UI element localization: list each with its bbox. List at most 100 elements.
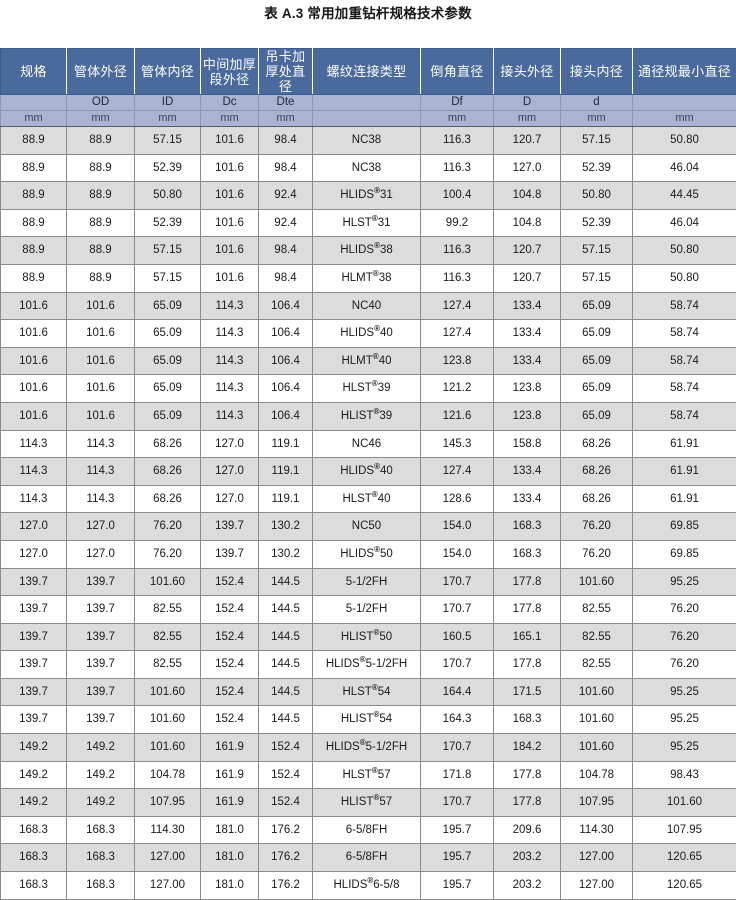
- table-cell: 76.20: [561, 513, 633, 541]
- table-cell: 127.0: [201, 430, 259, 458]
- table-cell: 127.0: [201, 458, 259, 486]
- table-cell: 65.09: [561, 375, 633, 403]
- table-cell: 101.6: [201, 182, 259, 210]
- table-cell: NC40: [313, 292, 421, 320]
- table-cell: 120.65: [633, 872, 736, 900]
- table-cell: 149.2: [1, 734, 67, 762]
- table-cell: 98.43: [633, 761, 736, 789]
- column-unit-9: mm: [633, 111, 736, 127]
- table-cell: 82.55: [561, 651, 633, 679]
- registered-trademark-icon: ®: [373, 711, 379, 720]
- table-cell: 139.7: [1, 596, 67, 624]
- table-cell: 161.9: [201, 734, 259, 762]
- table-cell: 133.4: [494, 485, 561, 513]
- registered-trademark-icon: ®: [374, 545, 380, 554]
- table-cell: 76.20: [633, 623, 736, 651]
- table-cell: 168.3: [1, 844, 67, 872]
- table-cell: 114.3: [67, 485, 135, 513]
- table-cell: 114.3: [1, 485, 67, 513]
- registered-trademark-icon: ®: [373, 352, 379, 361]
- table-cell: 152.4: [259, 789, 313, 817]
- registered-trademark-icon: ®: [373, 793, 379, 802]
- table-cell: 114.3: [201, 402, 259, 430]
- table-header: 规格管体外径管体内径中间加厚段外径吊卡加厚处直径螺纹连接类型倒角直径接头外径接头…: [1, 49, 736, 127]
- table-cell: 161.9: [201, 789, 259, 817]
- header-row-chinese: 规格管体外径管体内径中间加厚段外径吊卡加厚处直径螺纹连接类型倒角直径接头外径接头…: [1, 49, 736, 95]
- table-cell: 203.2: [494, 872, 561, 900]
- table-cell: 127.0: [67, 513, 135, 541]
- table-cell: 65.09: [135, 292, 201, 320]
- table-cell: 127.4: [421, 320, 494, 348]
- table-cell: 88.9: [1, 209, 67, 237]
- table-cell: 50.80: [633, 237, 736, 265]
- table-cell: 116.3: [421, 154, 494, 182]
- registered-trademark-icon: ®: [373, 407, 379, 416]
- table-cell: 101.6: [201, 154, 259, 182]
- table-cell: 127.0: [201, 485, 259, 513]
- column-symbol-4: Dte: [259, 95, 313, 111]
- column-symbol-1: OD: [67, 95, 135, 111]
- table-cell: 160.5: [421, 623, 494, 651]
- table-cell: HLIST®54: [313, 706, 421, 734]
- table-cell: 101.6: [1, 320, 67, 348]
- page-title: 表 A.3 常用加重钻杆规格技术参数: [0, 4, 736, 24]
- table-cell: 149.2: [1, 789, 67, 817]
- registered-trademark-icon: ®: [360, 655, 366, 664]
- column-symbol-7: D: [494, 95, 561, 111]
- table-cell: 50.80: [135, 182, 201, 210]
- table-cell: 149.2: [1, 761, 67, 789]
- table-cell: 101.60: [561, 734, 633, 762]
- table-cell: 65.09: [561, 347, 633, 375]
- table-cell: NC38: [313, 154, 421, 182]
- table-cell: 139.7: [1, 651, 67, 679]
- table-cell: 170.7: [421, 789, 494, 817]
- table-cell: 82.55: [135, 651, 201, 679]
- table-cell: 127.00: [561, 872, 633, 900]
- table-cell: 101.6: [1, 402, 67, 430]
- table-cell: HLST®31: [313, 209, 421, 237]
- table-cell: 57.15: [561, 264, 633, 292]
- column-symbol-8: d: [561, 95, 633, 111]
- table-cell: 92.4: [259, 182, 313, 210]
- table-cell: HLIST®39: [313, 402, 421, 430]
- table-cell: HLIDS®40: [313, 320, 421, 348]
- table-cell: 170.7: [421, 734, 494, 762]
- table-cell: 139.7: [1, 678, 67, 706]
- table-cell: HLST®57: [313, 761, 421, 789]
- table-cell: 177.8: [494, 761, 561, 789]
- table-cell: 101.6: [67, 320, 135, 348]
- registered-trademark-icon: ®: [374, 324, 380, 333]
- table-cell: 114.3: [201, 347, 259, 375]
- table-cell: 116.3: [421, 264, 494, 292]
- table-cell: 61.91: [633, 458, 736, 486]
- table-cell: 144.5: [259, 651, 313, 679]
- table-cell: 139.7: [1, 568, 67, 596]
- table-cell: 57.15: [135, 237, 201, 265]
- table-cell: 88.9: [1, 154, 67, 182]
- registered-trademark-icon: ®: [373, 628, 379, 637]
- table-cell: 104.78: [135, 761, 201, 789]
- table-cell: 170.7: [421, 568, 494, 596]
- table-cell: 128.6: [421, 485, 494, 513]
- table-cell: 152.4: [201, 706, 259, 734]
- table-cell: 176.2: [259, 872, 313, 900]
- column-symbol-2: ID: [135, 95, 201, 111]
- registered-trademark-icon: ®: [367, 876, 373, 885]
- column-unit-6: mm: [421, 111, 494, 127]
- table-cell: 58.74: [633, 347, 736, 375]
- table-cell: 88.9: [67, 127, 135, 155]
- table-cell: 101.6: [201, 264, 259, 292]
- table-cell: HLIDS®6-5/8: [313, 872, 421, 900]
